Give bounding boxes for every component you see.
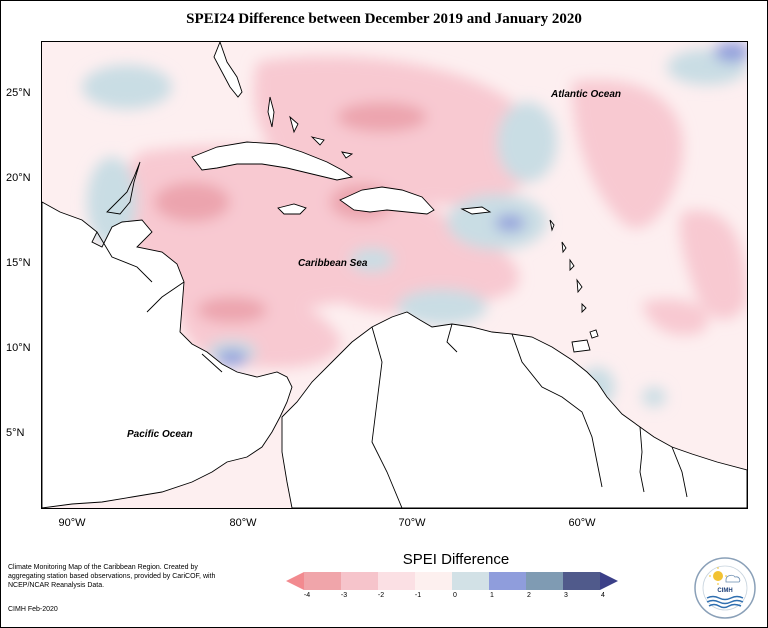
- pacific-ocean-label: Pacific Ocean: [127, 429, 193, 440]
- legend-tick: 0: [453, 592, 457, 599]
- legend-tick: -2: [377, 592, 385, 599]
- lat-label: 5°N: [6, 427, 25, 439]
- colorbar-seg: [600, 572, 618, 590]
- colorbar-seg: [452, 572, 489, 590]
- legend-title: SPEI Difference: [402, 551, 510, 568]
- colorbar-seg: [286, 572, 304, 590]
- lon-label: 90°W: [58, 517, 86, 529]
- lat-label: 20°N: [6, 172, 31, 184]
- credit-date: CIMH Feb-2020: [8, 606, 58, 613]
- map-area: Atlantic Ocean Caribbean Sea Pacific Oce…: [41, 41, 748, 509]
- lat-label: 25°N: [6, 87, 31, 99]
- legend-tick: 4: [601, 592, 605, 599]
- lat-label: 15°N: [6, 257, 31, 269]
- cimh-logo-icon: CIMH: [694, 557, 756, 619]
- credit-text: Climate Monitoring Map of the Caribbean …: [8, 564, 216, 589]
- legend-tick: -3: [340, 592, 348, 599]
- logo-label: CIMH: [717, 588, 732, 594]
- atlantic-ocean-label: Atlantic Ocean: [551, 89, 622, 100]
- colorbar-seg: [378, 572, 415, 590]
- colorbar-seg: [563, 572, 600, 590]
- legend-tick: -1: [414, 592, 422, 599]
- legend-tick: 2: [527, 592, 531, 599]
- colorbar-seg: [526, 572, 563, 590]
- lon-label: 60°W: [568, 517, 596, 529]
- lat-label: 10°N: [6, 342, 31, 354]
- legend-tick: 1: [490, 592, 494, 599]
- colorbar-seg: [489, 572, 526, 590]
- colorbar: [286, 572, 618, 590]
- colorbar-seg: [341, 572, 378, 590]
- map-title: SPEI24 Difference between December 2019 …: [186, 11, 582, 27]
- land-outlines: [42, 42, 747, 508]
- legend-tick: 3: [564, 592, 568, 599]
- lon-label: 80°W: [229, 517, 257, 529]
- spei-map: [42, 42, 747, 508]
- colorbar-seg: [415, 572, 452, 590]
- lon-label: 70°W: [398, 517, 426, 529]
- caribbean-sea-label: Caribbean Sea: [298, 258, 368, 269]
- legend-tick: -4: [303, 592, 311, 599]
- colorbar-seg: [304, 572, 341, 590]
